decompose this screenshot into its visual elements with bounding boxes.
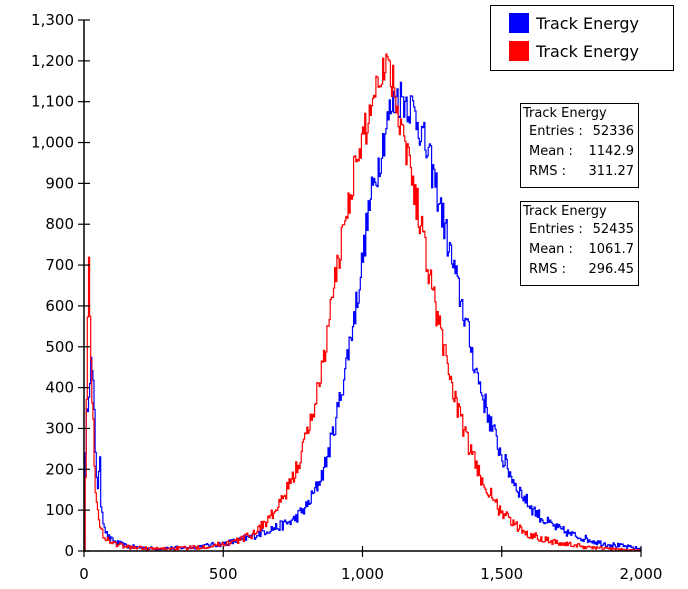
stats-value: 1061.7: [588, 242, 635, 257]
x-tick-label: 500: [209, 565, 238, 583]
legend-entry-red[interactable]: Track Energy: [509, 40, 639, 62]
series-line-red: [84, 53, 642, 552]
stats-value: 1142.9: [588, 144, 635, 159]
y-tick-label: 300: [45, 419, 74, 437]
y-tick-label: 400: [45, 379, 74, 397]
stats-box-red: Track Energy Entries : 52435 Mean : 1061…: [520, 201, 639, 286]
ticks-layer: 0 100 200 300 400 500 600 700 800 900 1,000 1,100 1,…: [31, 11, 662, 583]
stats-row-entries: Entries : 52435: [529, 222, 634, 240]
y-tick-label: 800: [45, 215, 74, 233]
y-tick-label: 700: [45, 256, 74, 274]
y-tick-label: 1,100: [31, 93, 74, 111]
stats-row-mean: Mean : 1142.9: [529, 144, 634, 162]
stats-key: Mean :: [529, 144, 573, 159]
stats-key: RMS :: [529, 164, 567, 179]
series-layer: [84, 53, 642, 552]
x-tick-label: 1,000: [341, 565, 384, 583]
stats-value: 296.45: [588, 262, 635, 277]
y-tick-label: 1,200: [31, 52, 74, 70]
legend: Track Energy Track Energy: [490, 5, 674, 71]
stats-row-entries: Entries : 52336: [529, 124, 634, 142]
y-tick-label: 100: [45, 501, 74, 519]
stats-title: Track Energy: [523, 204, 607, 219]
y-tick-label: 900: [45, 174, 74, 192]
stats-row-rms: RMS : 311.27: [529, 164, 634, 182]
stats-value: 52336: [592, 124, 634, 139]
stats-key: Mean :: [529, 242, 573, 257]
y-tick-label: 600: [45, 297, 74, 315]
stats-row-mean: Mean : 1061.7: [529, 242, 634, 260]
legend-label-red: Track Energy: [536, 41, 639, 61]
y-tick-label: 1,300: [31, 11, 74, 29]
stats-key: Entries :: [529, 222, 583, 237]
x-tick-label: 0: [79, 565, 89, 583]
stats-value: 52435: [592, 222, 634, 237]
stats-value: 311.27: [588, 164, 635, 179]
y-tick-label: 200: [45, 460, 74, 478]
y-tick-label: 0: [64, 542, 74, 560]
series-line-blue: [84, 81, 642, 552]
stats-title: Track Energy: [523, 106, 607, 121]
stats-key: Entries :: [529, 124, 583, 139]
y-tick-label: 500: [45, 338, 74, 356]
legend-entry-blue[interactable]: Track Energy: [509, 12, 639, 34]
y-tick-label: 1,000: [31, 134, 74, 152]
stats-key: RMS :: [529, 262, 567, 277]
legend-swatch-red: [509, 41, 529, 61]
legend-swatch-blue: [509, 13, 529, 33]
x-tick-label: 2,000: [620, 565, 663, 583]
stats-row-rms: RMS : 296.45: [529, 262, 634, 280]
legend-label-blue: Track Energy: [536, 13, 639, 33]
stats-box-blue: Track Energy Entries : 52336 Mean : 1142…: [520, 103, 639, 188]
x-tick-label: 1,500: [480, 565, 523, 583]
